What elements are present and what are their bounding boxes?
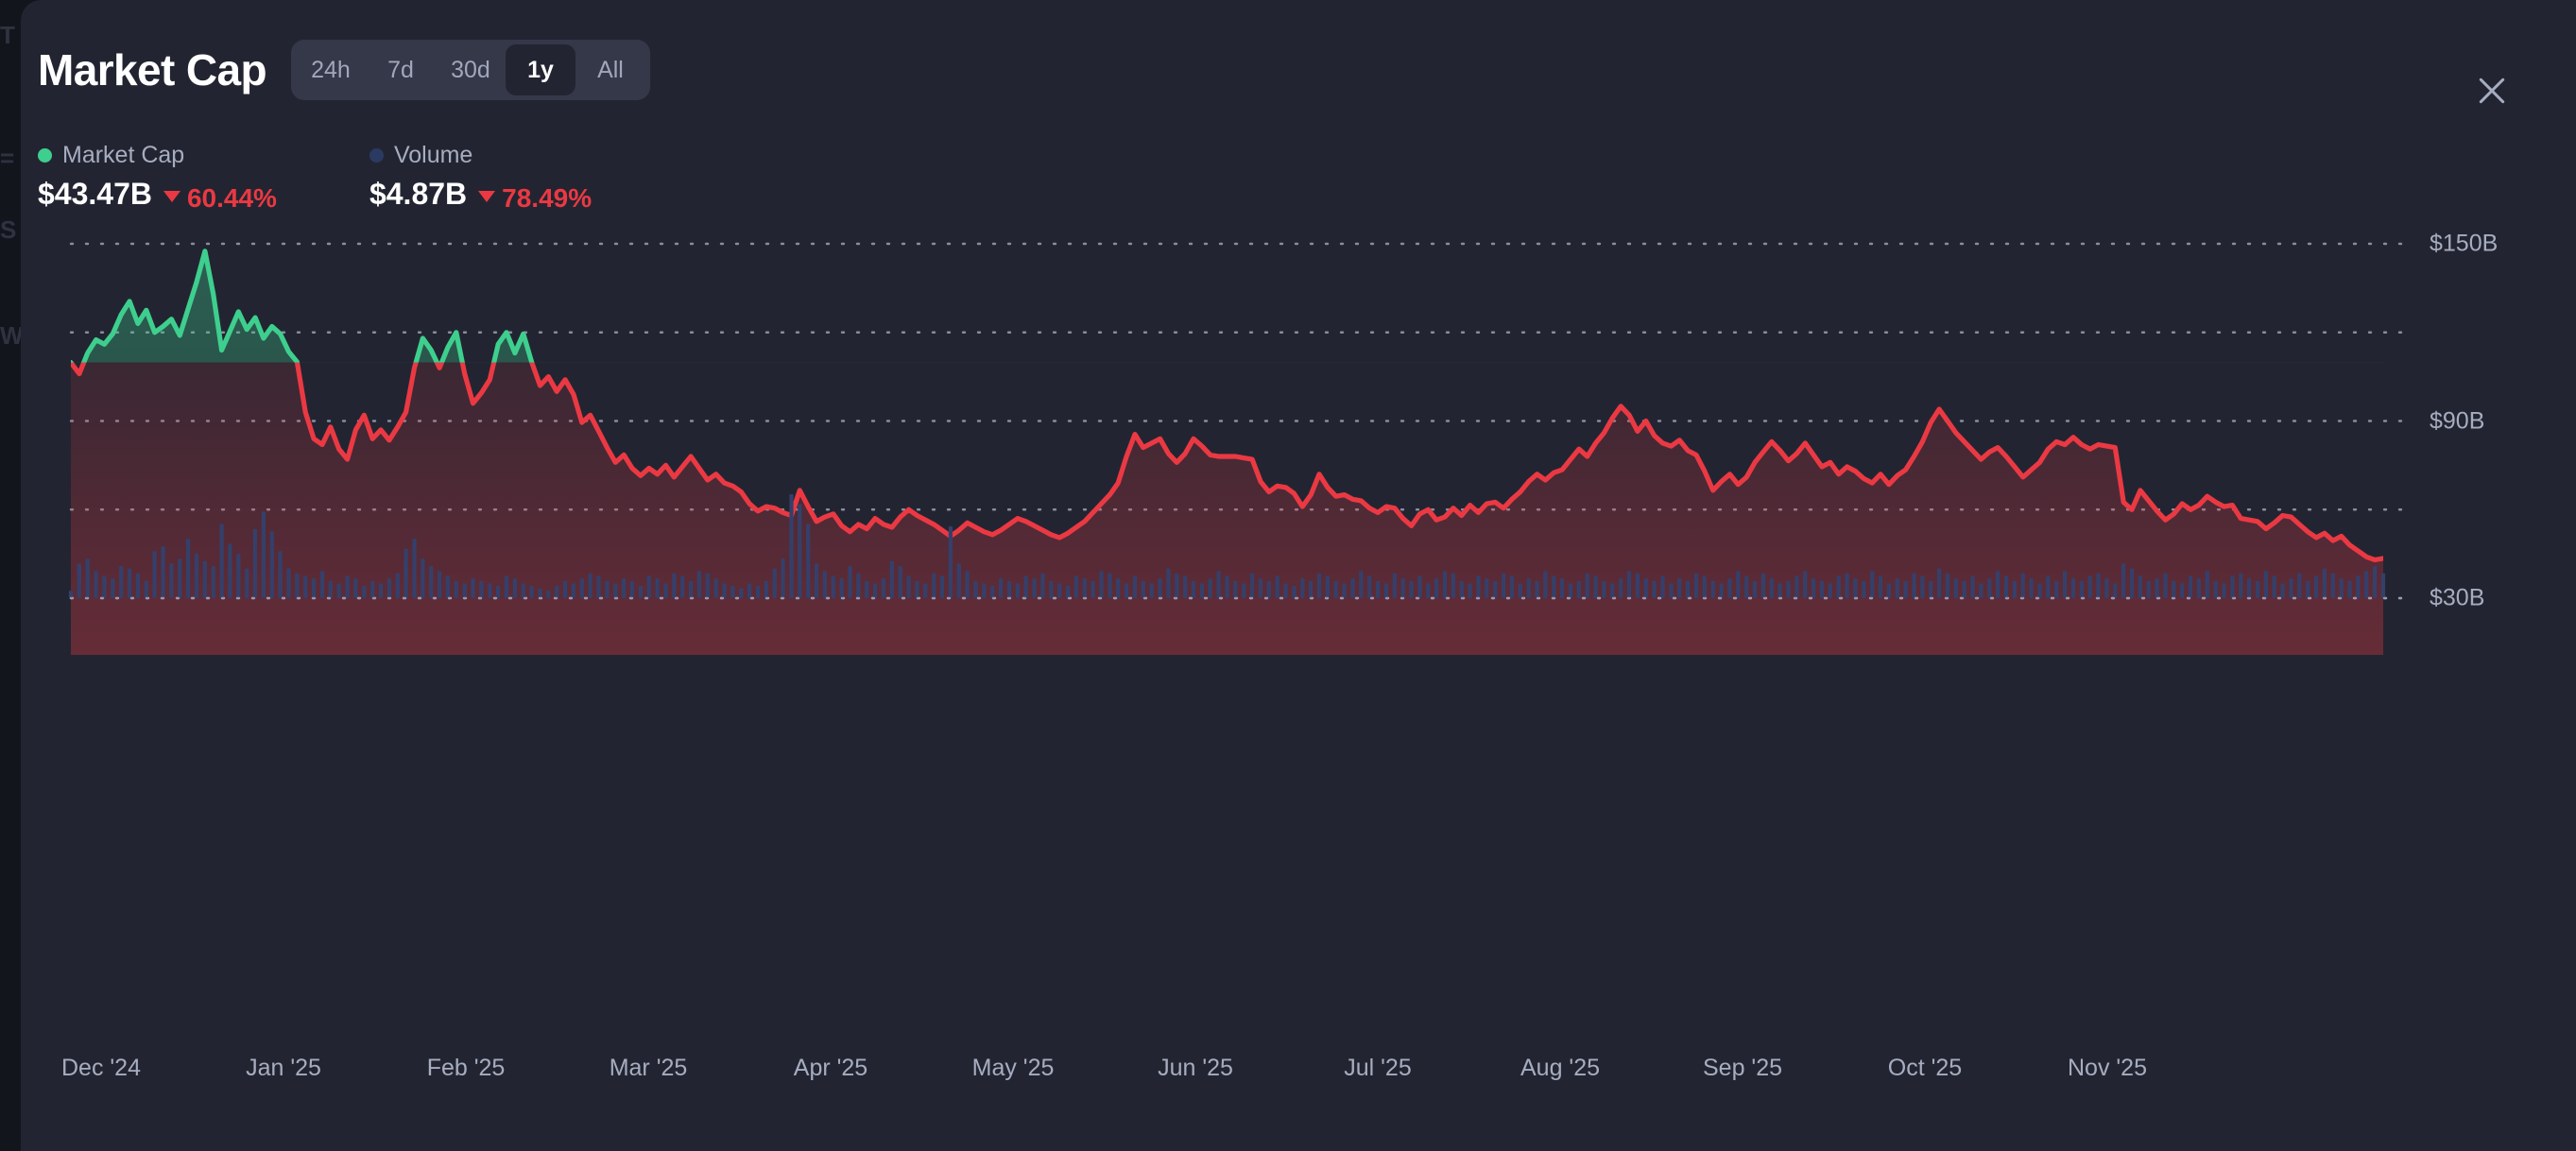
x-axis-tick-label: Nov '25 (2068, 1055, 2147, 1081)
background-ghost-text-4: W (0, 321, 23, 350)
x-axis-tick-label: Sep '25 (1702, 1055, 1783, 1081)
legend-change: 78.49% (478, 183, 592, 214)
arrow-down-icon (163, 191, 180, 202)
legend-label: Market Cap (62, 142, 185, 168)
legend-dot-icon (369, 148, 384, 163)
arrow-down-icon (478, 191, 496, 202)
y-axis-tick-label: $150B (2430, 230, 2499, 257)
range-button-24h[interactable]: 24h (296, 44, 366, 95)
x-axis-tick-label: Jul '25 (1344, 1055, 1412, 1081)
y-axis-tick-label: $90B (2430, 407, 2485, 434)
legend-item: Volume $4.87B 78.49% (369, 142, 592, 214)
range-button-30d[interactable]: 30d (436, 44, 506, 95)
x-axis-tick-label: Dec '24 (61, 1055, 141, 1081)
x-axis-tick-label: Feb '25 (426, 1055, 506, 1081)
range-button-1y[interactable]: 1y (505, 44, 575, 95)
legend-label: Volume (393, 142, 473, 168)
legend-change: 60.44% (163, 183, 277, 214)
time-range-selector[interactable]: 24h 7d 30d 1y All (290, 40, 650, 100)
x-axis-tick-label: Jan '25 (246, 1055, 321, 1081)
legend-item: Market Cap $43.47B 60.44% (38, 142, 277, 214)
market-cap-chart: $150B $90B $30B Dec '24 Jan '25 Feb '25 Mar '… (21, 215, 2576, 1151)
market-cap-modal: Market Cap 24h 7d 30d 1y All Market Cap $43.4… (21, 0, 2576, 1151)
background-ghost-text-3: S (0, 215, 17, 244)
close-icon[interactable] (2471, 70, 2513, 112)
chart-legend: Market Cap $43.47B 60.44% Volume $4.87B 78.49… (38, 142, 592, 214)
page-title: Market Cap (38, 45, 267, 94)
x-axis-tick-label: Mar '25 (609, 1055, 688, 1081)
range-button-7d[interactable]: 7d (366, 44, 436, 95)
x-axis-tick-label: Aug '25 (1520, 1055, 1601, 1081)
x-axis-tick-label: Jun '25 (1158, 1055, 1233, 1081)
y-axis-tick-label: $30B (2430, 584, 2485, 611)
background-ghost-text-1: T (0, 21, 16, 49)
range-button-all[interactable]: All (575, 44, 645, 95)
legend-dot-icon (38, 148, 52, 163)
x-axis-tick-label: May '25 (971, 1055, 1055, 1081)
modal-header: Market Cap 24h 7d 30d 1y All (38, 40, 650, 100)
background-ghost-text-2: = (0, 144, 15, 172)
legend-value: $43.47B (38, 177, 152, 211)
x-axis-tick-label: Apr '25 (793, 1055, 868, 1081)
legend-value: $4.87B (369, 177, 468, 211)
x-axis-tick-label: Oct '25 (1887, 1055, 1963, 1081)
chart-canvas[interactable] (21, 215, 2576, 1151)
